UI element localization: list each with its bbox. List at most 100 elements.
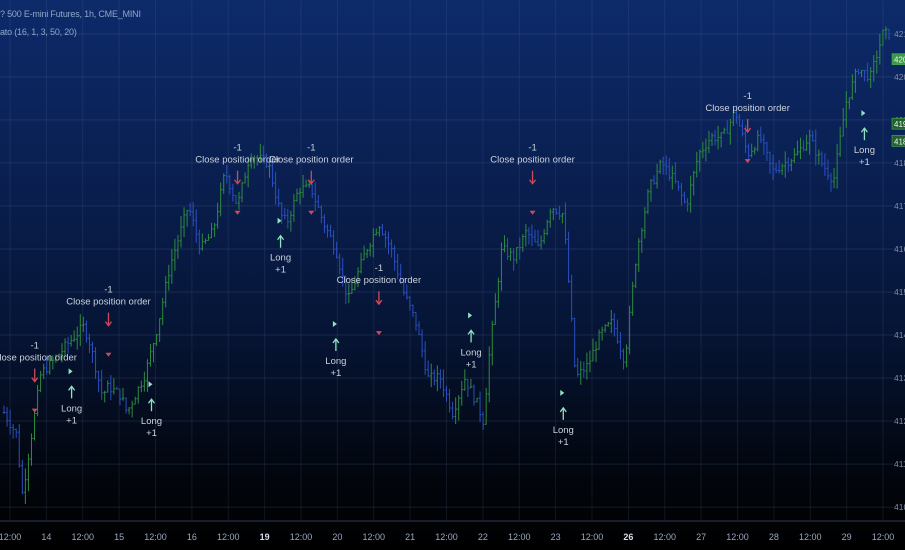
exit-marker-icon — [234, 210, 241, 215]
close-signal-label: Close position order — [705, 103, 790, 114]
down-bar — [14, 428, 18, 439]
long-signal: Long+1 — [61, 368, 82, 426]
up-bar — [701, 141, 705, 159]
up-bar — [729, 118, 732, 145]
down-bar — [445, 385, 448, 402]
down-bar — [478, 391, 482, 422]
up-bar — [689, 175, 692, 213]
up-bar — [515, 246, 518, 264]
up-bar — [82, 316, 85, 333]
entry-marker-icon — [277, 217, 282, 224]
long-signal: Long+1 — [270, 217, 291, 276]
up-bar — [790, 158, 793, 172]
down-bar — [738, 113, 741, 127]
time-tick-label: 29 — [842, 532, 852, 542]
down-bar — [747, 143, 750, 161]
down-bar — [414, 311, 418, 331]
long-signal-qty: +1 — [558, 437, 569, 448]
close-arrow-head-icon — [307, 179, 315, 185]
exit-marker-icon — [375, 331, 382, 336]
down-bar — [582, 361, 586, 378]
close-signal-qty: -1 — [375, 263, 383, 274]
close-arrow-head-icon — [104, 321, 112, 327]
up-bar — [460, 380, 464, 406]
up-bar — [133, 396, 137, 405]
up-bar — [588, 350, 592, 373]
down-bar — [820, 151, 824, 167]
up-bar — [655, 163, 659, 189]
down-bar — [686, 198, 689, 212]
long-signal-qty: +1 — [330, 368, 341, 379]
up-bar — [521, 234, 525, 252]
down-bar — [759, 126, 763, 144]
up-bar — [158, 318, 161, 343]
up-bar — [176, 234, 180, 259]
time-tick-label: 12:00 — [799, 532, 822, 542]
up-bar — [48, 354, 52, 375]
up-bar — [808, 129, 811, 155]
up-bar — [707, 130, 711, 154]
down-bar — [683, 191, 686, 204]
up-bar — [490, 320, 494, 366]
up-bar — [600, 326, 604, 341]
down-bar — [661, 156, 665, 175]
down-bar — [616, 319, 619, 344]
up-bar — [606, 321, 610, 327]
up-bar — [594, 341, 598, 363]
price-badge-label: 4205 — [894, 56, 905, 65]
long-arrow-head-icon — [860, 127, 868, 133]
long-signal: Long+1 — [553, 389, 574, 448]
long-signal-label: Long — [461, 347, 482, 358]
indicator-legend[interactable]: ato (16, 1, 3, 50, 20) — [0, 27, 77, 37]
down-bar — [21, 459, 24, 495]
price-tick-label: 4160 — [894, 244, 905, 254]
up-bar — [649, 179, 653, 202]
time-tick-label: 12:00 — [872, 532, 895, 542]
long-signal-label: Long — [854, 145, 875, 156]
time-tick-label: 19 — [260, 532, 270, 542]
down-bar — [622, 348, 625, 370]
up-bar — [860, 69, 863, 77]
down-bar — [481, 411, 485, 430]
up-bar — [753, 146, 757, 155]
entry-marker-icon — [332, 320, 337, 327]
up-bar — [201, 233, 204, 251]
close-signal-qty: -1 — [307, 143, 315, 154]
close-signal-qty: -1 — [31, 341, 39, 352]
long-arrow-head-icon — [559, 406, 567, 413]
up-bar — [609, 309, 613, 334]
down-bar — [384, 230, 387, 248]
down-bar — [823, 153, 827, 176]
close-signal-label: Close position order — [490, 155, 575, 166]
time-axis[interactable]: 12:00 14 12:00 15 12:00 16 12:00 19 12:00 20 12:00… — [0, 520, 905, 542]
long-signal: Long+1 — [854, 110, 875, 168]
down-bar — [286, 208, 290, 229]
up-bar — [170, 249, 174, 284]
price-axis[interactable]: 4100 4110 4120 4130 4140 4150 4160 4170 4180 4190… — [891, 29, 905, 512]
up-bar — [750, 143, 753, 158]
up-bar — [237, 191, 241, 210]
down-bar — [426, 360, 430, 377]
up-bar — [347, 283, 351, 304]
up-bar — [509, 247, 512, 261]
time-tick-label: 28 — [769, 532, 779, 542]
close-signal-label: Close position order — [66, 297, 151, 308]
down-bar — [277, 188, 280, 207]
time-tick-label: 21 — [405, 532, 415, 542]
up-bar — [732, 111, 735, 126]
up-bar — [112, 378, 116, 395]
time-tick-label: 12:00 — [362, 532, 385, 542]
up-bar — [780, 163, 784, 175]
up-bar — [429, 363, 433, 388]
down-bar — [777, 159, 781, 174]
down-bar — [527, 227, 531, 245]
down-bar — [11, 424, 15, 439]
down-bar — [857, 68, 860, 75]
up-bar — [24, 468, 27, 504]
symbol-title[interactable]: ? 500 E-mini Futures, 1h, CME_MINI — [0, 9, 141, 19]
down-bar — [283, 207, 287, 220]
